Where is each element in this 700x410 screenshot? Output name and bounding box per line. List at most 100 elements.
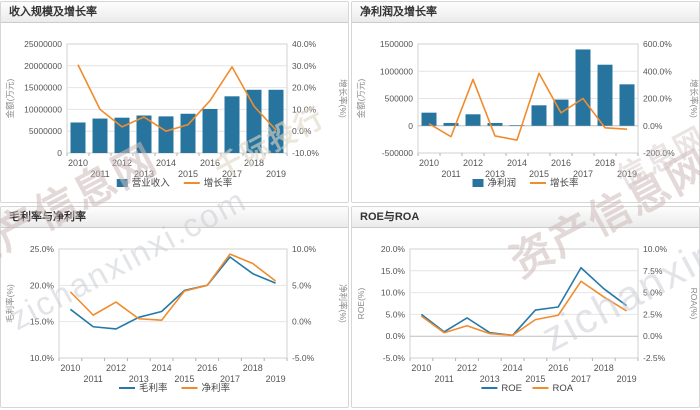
- svg-text:2017: 2017: [222, 169, 242, 179]
- legend-item[interactable]: 净利润: [472, 177, 517, 189]
- legend: 净利润 增长率: [472, 177, 579, 189]
- svg-text:10.0%: 10.0%: [292, 104, 317, 114]
- svg-text:-10.0%: -10.0%: [292, 148, 319, 158]
- svg-text:2019: 2019: [617, 169, 637, 179]
- svg-text:400.0%: 400.0%: [643, 66, 672, 76]
- svg-text:0.0%: 0.0%: [643, 121, 663, 131]
- svg-text:营业收入: 营业收入: [132, 177, 171, 189]
- bar: [70, 122, 86, 153]
- svg-text:0.0%: 0.0%: [292, 317, 312, 327]
- svg-text:-5.0%: -5.0%: [292, 353, 315, 363]
- svg-text:2016: 2016: [551, 158, 571, 168]
- svg-text:2017: 2017: [573, 169, 593, 179]
- revenue-growth-chart: 25000000 20000000 15000000 10000000 5000000 0…: [5, 39, 348, 189]
- svg-text:2018: 2018: [243, 363, 263, 373]
- svg-text:2013: 2013: [480, 374, 500, 384]
- legend-swatch: [116, 179, 128, 187]
- net-profit-growth-chart: 1500000 1000000 500000 0 -500000 600.0% 400.0%…: [356, 39, 699, 189]
- x-axis-ticks: [417, 153, 639, 156]
- panel-net-profit-growth: 净利润及增长率 1500000 1000000 500000 0 -500000 600.…: [351, 1, 700, 203]
- svg-text:净利润: 净利润: [488, 177, 517, 189]
- svg-text:1000000: 1000000: [380, 66, 413, 76]
- svg-text:500000: 500000: [385, 94, 414, 104]
- panel-header-roe-roa: ROE与ROA: [352, 207, 699, 228]
- svg-text:2015: 2015: [525, 374, 545, 384]
- bar: [597, 64, 613, 126]
- legend-item[interactable]: ROA: [532, 383, 574, 394]
- svg-text:2011: 2011: [441, 169, 460, 179]
- svg-text:1500000: 1500000: [380, 39, 413, 49]
- svg-text:2018: 2018: [595, 158, 615, 168]
- svg-text:20.0%: 20.0%: [381, 244, 406, 254]
- legend-item[interactable]: 营业收入: [116, 177, 171, 189]
- legend-item[interactable]: ROE: [481, 383, 522, 394]
- panel-title-revenue: 收入规模及增长率: [9, 6, 97, 18]
- svg-text:0.0%: 0.0%: [386, 331, 406, 341]
- gridlines: [67, 65, 287, 132]
- bar: [531, 105, 547, 126]
- right-axis-title: 增长率(%): [338, 79, 348, 118]
- bar: [158, 116, 174, 153]
- svg-text:增长率: 增长率: [550, 177, 579, 189]
- svg-text:2012: 2012: [112, 158, 132, 168]
- svg-text:2015: 2015: [174, 374, 194, 384]
- svg-text:7.5%: 7.5%: [643, 266, 663, 276]
- bar: [202, 108, 218, 153]
- panel-header-margins: 毛利率与净利率: [1, 207, 348, 228]
- bar: [421, 112, 437, 126]
- svg-text:2011: 2011: [84, 374, 103, 384]
- legend-item[interactable]: 净利率: [181, 382, 231, 394]
- svg-text:0: 0: [57, 148, 62, 158]
- svg-text:2014: 2014: [152, 363, 172, 373]
- right-axis-title: ROA(%): [689, 288, 699, 320]
- svg-text:10.0%: 10.0%: [292, 244, 317, 254]
- svg-text:2019: 2019: [266, 374, 286, 384]
- svg-text:25000000: 25000000: [24, 39, 62, 49]
- panel-header-revenue: 收入规模及增长率: [1, 2, 348, 23]
- bar: [92, 118, 108, 153]
- panel-title-net-profit: 净利润及增长率: [360, 6, 437, 18]
- svg-text:0.0%: 0.0%: [292, 126, 312, 136]
- svg-text:200.0%: 200.0%: [643, 94, 672, 104]
- legend: 营业收入 增长率: [116, 177, 233, 189]
- svg-text:0.0%: 0.0%: [643, 331, 663, 341]
- chart-body-margins: 25.0% 20.0% 15.0% 10.0% 10.0% 5.0% 0.0% -5.0% 毛利…: [1, 228, 348, 407]
- svg-text:2013: 2013: [485, 169, 505, 179]
- svg-text:2012: 2012: [457, 363, 477, 373]
- svg-text:10.0%: 10.0%: [643, 244, 668, 254]
- y-axis-right-labels: 10.0% 5.0% 0.0% -5.0%: [292, 244, 317, 363]
- y-axis-left-labels: 1500000 1000000 500000 0 -500000: [380, 39, 413, 158]
- bar: [224, 96, 240, 153]
- legend-item[interactable]: 增长率: [183, 177, 233, 189]
- svg-text:2010: 2010: [60, 363, 80, 373]
- bar: [443, 123, 459, 126]
- chart-body-revenue: 25000000 20000000 15000000 10000000 5000000 0…: [1, 23, 348, 202]
- bar: [136, 115, 152, 153]
- svg-text:15000000: 15000000: [24, 83, 62, 93]
- svg-text:2017: 2017: [571, 374, 591, 384]
- panel-title-roe-roa: ROE与ROA: [360, 211, 420, 223]
- legend-item[interactable]: 毛利率: [119, 382, 168, 394]
- svg-text:-2.5%: -2.5%: [643, 353, 666, 363]
- svg-text:5.0%: 5.0%: [292, 280, 312, 290]
- svg-text:-500000: -500000: [382, 148, 413, 158]
- svg-text:-5.0%: -5.0%: [383, 353, 406, 363]
- legend-item[interactable]: 增长率: [530, 177, 579, 189]
- x-axis-ticks: [66, 153, 288, 156]
- svg-text:2016: 2016: [548, 363, 568, 373]
- line-series: [420, 280, 628, 337]
- line-series: [77, 64, 277, 132]
- bar: [575, 49, 591, 126]
- svg-text:10.0%: 10.0%: [30, 353, 55, 363]
- bar: [465, 114, 481, 126]
- svg-text:2013: 2013: [129, 374, 149, 384]
- bar: [246, 89, 262, 153]
- panel-header-net-profit: 净利润及增长率: [352, 2, 699, 23]
- svg-text:15.0%: 15.0%: [30, 317, 55, 327]
- svg-text:25.0%: 25.0%: [30, 244, 55, 254]
- left-axis-title: 金额(万元): [5, 79, 15, 119]
- plot-area: [409, 248, 639, 359]
- left-axis-title: 毛利率(%): [5, 284, 15, 323]
- roe-roa-chart: 20.0% 15.0% 10.0% 5.0% 0.0% -5.0% 10.0% 7.5% 5.0…: [356, 244, 699, 394]
- gridlines: [410, 270, 638, 337]
